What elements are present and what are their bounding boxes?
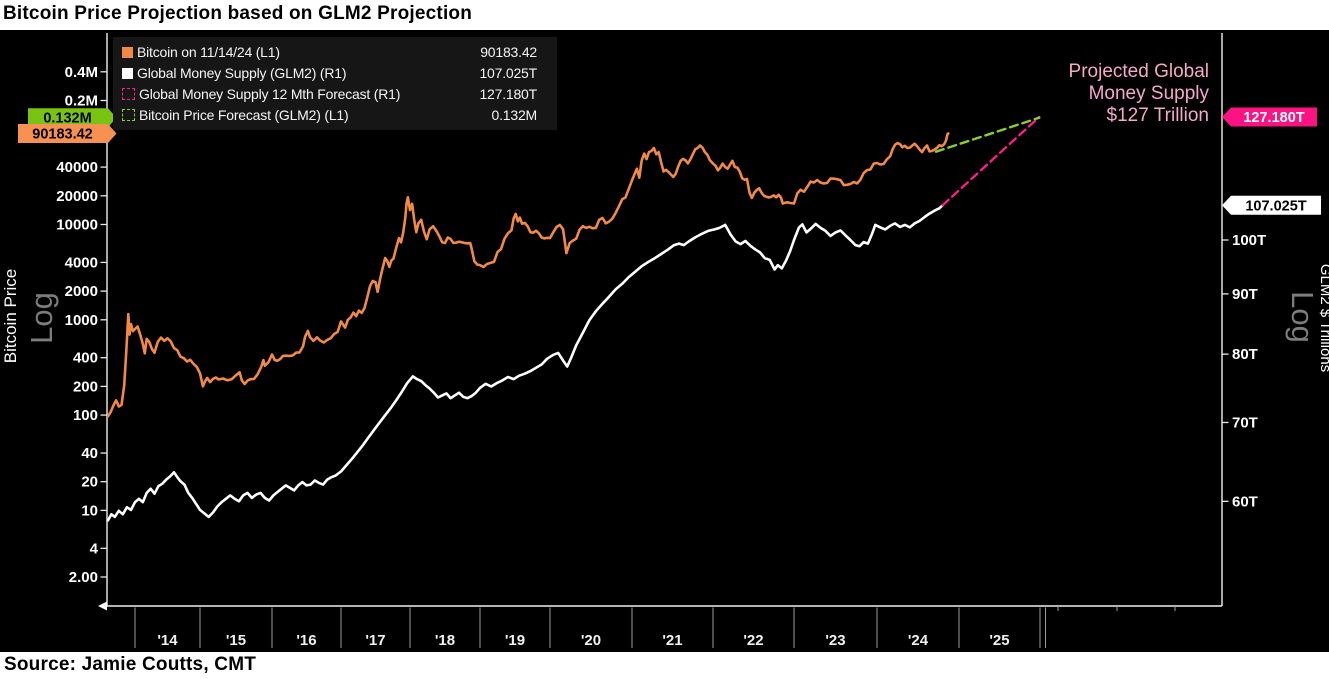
legend-swatch-dashed-icon — [122, 88, 135, 100]
right-axis-log-label: Log — [1285, 291, 1320, 343]
right-tick-label: 60T — [1232, 493, 1258, 510]
left-tick-label: 10 — [81, 502, 98, 519]
right-tick-label: 80T — [1232, 346, 1258, 363]
legend-panel: Bitcoin on 11/14/24 (L1) 90183.42 Global M… — [113, 37, 557, 130]
x-tick-label: '22 — [743, 632, 763, 649]
left-tick-label: 40000 — [56, 159, 98, 176]
legend-label: Global Money Supply 12 Mth Forecast (R1) — [139, 86, 401, 102]
series-bitcoin — [106, 132, 950, 418]
left-tick-label: 400 — [73, 350, 98, 367]
page-title: Bitcoin Price Projection based on GLM2 P… — [3, 3, 473, 24]
series-glm2 — [106, 204, 944, 522]
left-tick-label: 20 — [81, 474, 98, 491]
left-tick-label: 1000 — [65, 312, 98, 329]
legend-row: Bitcoin on 11/14/24 (L1) 90183.42 — [113, 44, 557, 60]
source-strip: Source: Jamie Coutts, CMT — [0, 652, 1329, 679]
series-forecast-glm2 — [941, 115, 1041, 207]
left-tick-label: 200 — [73, 378, 98, 395]
legend-swatch-solid-icon — [122, 67, 133, 79]
series-forecast-bitcoin — [934, 116, 1041, 153]
annotation-line: Money Supply — [1089, 83, 1210, 104]
x-tick-label: '21 — [662, 632, 682, 649]
legend-value: 0.132M — [491, 107, 538, 123]
legend-row: Global Money Supply 12 Mth Forecast (R1)… — [113, 86, 557, 102]
left-tick-label: 100 — [73, 407, 98, 424]
x-tick-label: '14 — [157, 632, 178, 649]
left-tick-label: 2.00 — [69, 569, 98, 586]
left-axis-log-label: Log — [24, 292, 59, 344]
left-marker-box — [18, 123, 117, 143]
legend-value: 127.180T — [479, 86, 537, 102]
right-tick-label: 70T — [1232, 414, 1258, 431]
x-tick-label: '17 — [365, 632, 385, 649]
legend-label: Bitcoin Price Forecast (GLM2) (L1) — [139, 107, 349, 123]
left-tick-label: 2000 — [65, 283, 98, 300]
right-tick-label: 100T — [1232, 232, 1266, 249]
legend-label: Bitcoin on 11/14/24 (L1) — [137, 44, 280, 60]
x-tick-label: '20 — [581, 632, 601, 649]
title-strip: Bitcoin Price Projection based on GLM2 P… — [0, 0, 1329, 30]
right-axis-title: GLM2 $ Trillions — [1317, 264, 1329, 372]
right-marker-label: 127.180T — [1243, 110, 1304, 126]
x-tick-label: '16 — [296, 632, 316, 649]
right-marker-label: 107.025T — [1245, 198, 1306, 214]
legend-swatch-dashed-icon — [122, 109, 135, 121]
left-tick-label: 10000 — [56, 216, 98, 233]
right-marker-box — [1222, 195, 1321, 215]
left-tick-label: 4000 — [65, 254, 98, 271]
legend-row: Global Money Supply (GLM2) (R1) 107.025T — [113, 65, 557, 81]
left-tick-label: 0.4M — [65, 64, 98, 81]
x-tick-label: '19 — [505, 632, 525, 649]
legend-swatch-solid-icon — [122, 46, 133, 58]
left-marker-label: 0.132M — [43, 111, 91, 127]
left-marker-box — [28, 108, 117, 128]
annotation-line: Projected Global — [1069, 61, 1209, 82]
x-tick-label: '25 — [989, 632, 1009, 649]
left-tick-label: 0.2M — [65, 93, 98, 110]
left-marker-label: 90183.42 — [32, 126, 92, 142]
left-tick-label: 40 — [81, 445, 98, 462]
left-tick-label: 20000 — [56, 188, 98, 205]
x-tick-label: '23 — [825, 632, 845, 649]
x-axis-start-arrow-icon — [98, 601, 107, 611]
x-tick-label: '18 — [435, 632, 455, 649]
legend-label: Global Money Supply (GLM2) (R1) — [137, 65, 347, 81]
right-marker-box — [1222, 107, 1317, 127]
legend-value: 90183.42 — [480, 44, 537, 60]
x-tick-label: '24 — [908, 632, 929, 649]
source-text: Source: Jamie Coutts, CMT — [4, 654, 257, 675]
legend-row: Bitcoin Price Forecast (GLM2) (L1) 0.132M — [113, 107, 557, 123]
legend-value: 107.025T — [479, 65, 537, 81]
annotation-line: $127 Trillion — [1107, 105, 1209, 126]
x-tick-label: '15 — [226, 632, 246, 649]
right-tick-label: 90T — [1232, 286, 1258, 303]
left-tick-label: 4 — [90, 540, 99, 557]
left-axis-title: Bitcoin Price — [1, 269, 20, 363]
